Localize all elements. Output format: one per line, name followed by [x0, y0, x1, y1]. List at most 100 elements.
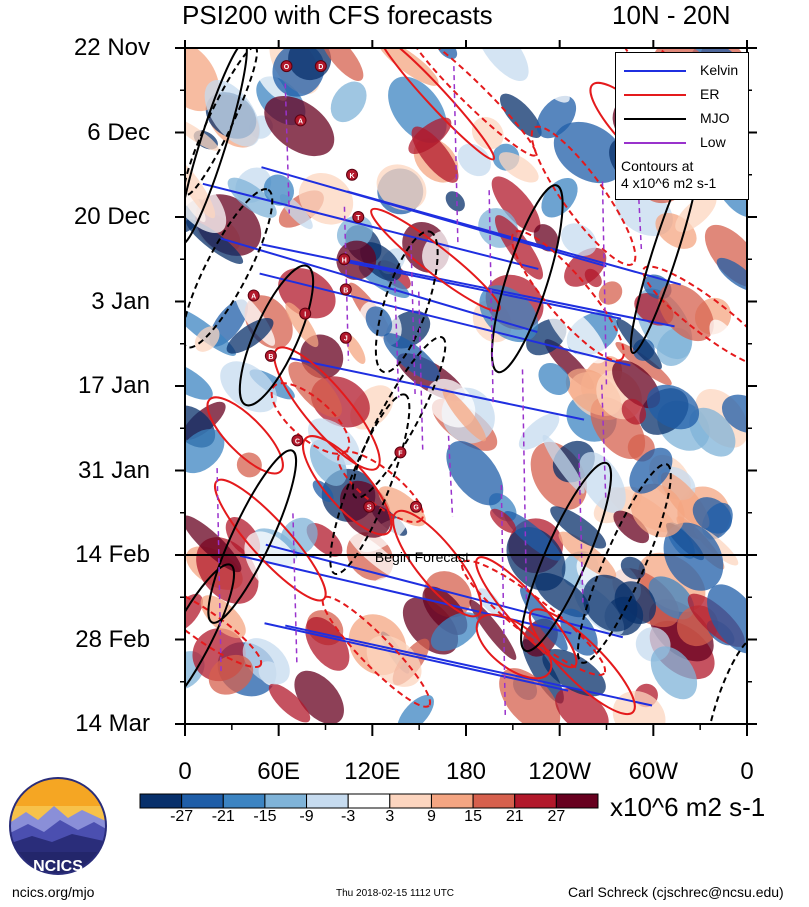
- storm-marker-label: O: [284, 64, 290, 71]
- anomaly-patch: [377, 48, 439, 86]
- mjo-contour: [329, 393, 411, 576]
- mjo-contour: [185, 563, 236, 720]
- legend: Kelvin ER MJO Low Contours at 4 x10^6 m2…: [615, 52, 749, 200]
- anomaly-patch: [630, 483, 685, 538]
- anomaly-patch: [579, 452, 626, 513]
- anomaly-patch: [499, 93, 542, 138]
- storm-marker: G: [410, 500, 423, 513]
- anomaly-patch: [430, 612, 480, 652]
- kelvin-contour: [342, 258, 675, 328]
- anomaly-patch: [721, 394, 747, 434]
- anomaly-patch: [499, 668, 561, 724]
- x-tick-label: 60E: [257, 758, 300, 785]
- anomaly-patch: [612, 691, 666, 724]
- colorbar-swatch: [389, 793, 432, 809]
- anomaly-patch: [689, 407, 736, 457]
- legend-item-kelvin: Kelvin: [616, 61, 748, 81]
- legend-label-mjo: MJO: [700, 110, 730, 126]
- anomaly-patch: [707, 584, 747, 654]
- anomaly-patch: [469, 599, 517, 660]
- anomaly-patch: [263, 174, 295, 206]
- storm-marker: H: [338, 253, 351, 266]
- storm-marker-label: A: [251, 293, 256, 300]
- legend-swatch-er: [624, 94, 686, 96]
- colorbar-tick-label: 9: [427, 808, 436, 825]
- anomaly-patch: [561, 223, 597, 257]
- anomaly-patch: [330, 81, 367, 123]
- colorbar: [139, 793, 599, 809]
- low-contour: [284, 83, 291, 214]
- kelvin-contour: [261, 166, 607, 268]
- kelvin-contour: [202, 182, 539, 270]
- anomaly-patch: [542, 434, 585, 494]
- anomaly-patch: [553, 121, 626, 184]
- storm-marker-label: I: [304, 312, 306, 319]
- storm-marker-label: B: [268, 354, 273, 361]
- anomaly-patch: [663, 522, 724, 591]
- colorbar-tick-label: 27: [547, 808, 566, 825]
- storm-marker: B: [339, 283, 352, 296]
- er-contour: [185, 584, 263, 669]
- er-contour: [408, 48, 537, 157]
- x-tick-label: 0: [740, 758, 754, 785]
- colorbar-swatch: [264, 793, 308, 809]
- anomaly-patch: [226, 318, 274, 354]
- anomaly-patch: [498, 152, 539, 183]
- anomaly-patch: [550, 506, 607, 549]
- legend-swatch-low: [624, 142, 686, 144]
- y-tick-label: 17 Jan: [77, 372, 150, 399]
- y-tick-label: 14 Mar: [75, 710, 150, 737]
- storm-marker: D: [314, 60, 327, 73]
- anomaly-patch: [584, 268, 602, 288]
- kelvin-contour: [285, 624, 653, 707]
- low-contour: [500, 484, 507, 719]
- anomaly-patch: [475, 48, 529, 82]
- er-contour: [510, 230, 625, 362]
- legend-contour-note: Contours at 4 x10^6 m2 s-1: [621, 158, 717, 191]
- low-contour: [601, 181, 608, 388]
- anomaly-patch: [242, 638, 290, 685]
- er-contour: [460, 559, 607, 677]
- colorbar-tick-label: 3: [385, 808, 395, 825]
- anomaly-patch: [220, 361, 277, 413]
- low-contour: [453, 66, 459, 244]
- anomaly-patch: [376, 164, 427, 211]
- anomaly-patch: [285, 302, 319, 348]
- colorbar-swatch: [139, 793, 183, 809]
- legend-item-mjo: MJO: [616, 109, 748, 129]
- anomaly-patch: [308, 418, 360, 466]
- kelvin-contour: [259, 272, 631, 367]
- mjo-contour: [185, 48, 259, 196]
- storm-marker-label: F: [398, 450, 403, 457]
- storm-marker-label: D: [318, 64, 323, 71]
- storm-marker: A: [294, 114, 307, 127]
- legend-swatch-kelvin: [624, 70, 686, 72]
- anomaly-patch: [650, 646, 698, 700]
- x-tick-label: 180: [445, 758, 487, 785]
- legend-item-er: ER: [616, 85, 748, 105]
- colorbar-tick-label: -9: [299, 808, 314, 825]
- colorbar-units: x10^6 m2 s-1: [610, 792, 766, 822]
- er-contour: [528, 608, 636, 716]
- anomaly-patch: [471, 116, 504, 150]
- anomaly-patch: [445, 191, 465, 212]
- colorbar-swatch: [306, 793, 349, 809]
- anomaly-patch: [440, 54, 491, 106]
- storm-marker: O: [280, 60, 293, 73]
- anomaly-patch: [542, 649, 606, 697]
- storm-marker: C: [291, 434, 304, 447]
- storm-marker-label: T: [356, 215, 361, 222]
- anomaly-patch: [620, 556, 646, 580]
- kelvin-contour: [265, 543, 624, 639]
- anomaly-patch: [457, 143, 491, 177]
- y-tick-label: 3 Jan: [91, 287, 150, 315]
- anomaly-patch: [675, 194, 717, 232]
- anomaly-patch: [185, 429, 225, 474]
- kelvin-contour: [289, 357, 585, 421]
- region-label: 10N - 20N: [612, 0, 731, 30]
- logo-text: NCICS: [33, 858, 83, 875]
- chart-title: PSI200 with CFS forecasts: [182, 0, 493, 30]
- colorbar-tick-label: -21: [211, 808, 235, 825]
- anomaly-patch: [615, 341, 672, 386]
- colorbar-tick-label: 15: [464, 808, 482, 825]
